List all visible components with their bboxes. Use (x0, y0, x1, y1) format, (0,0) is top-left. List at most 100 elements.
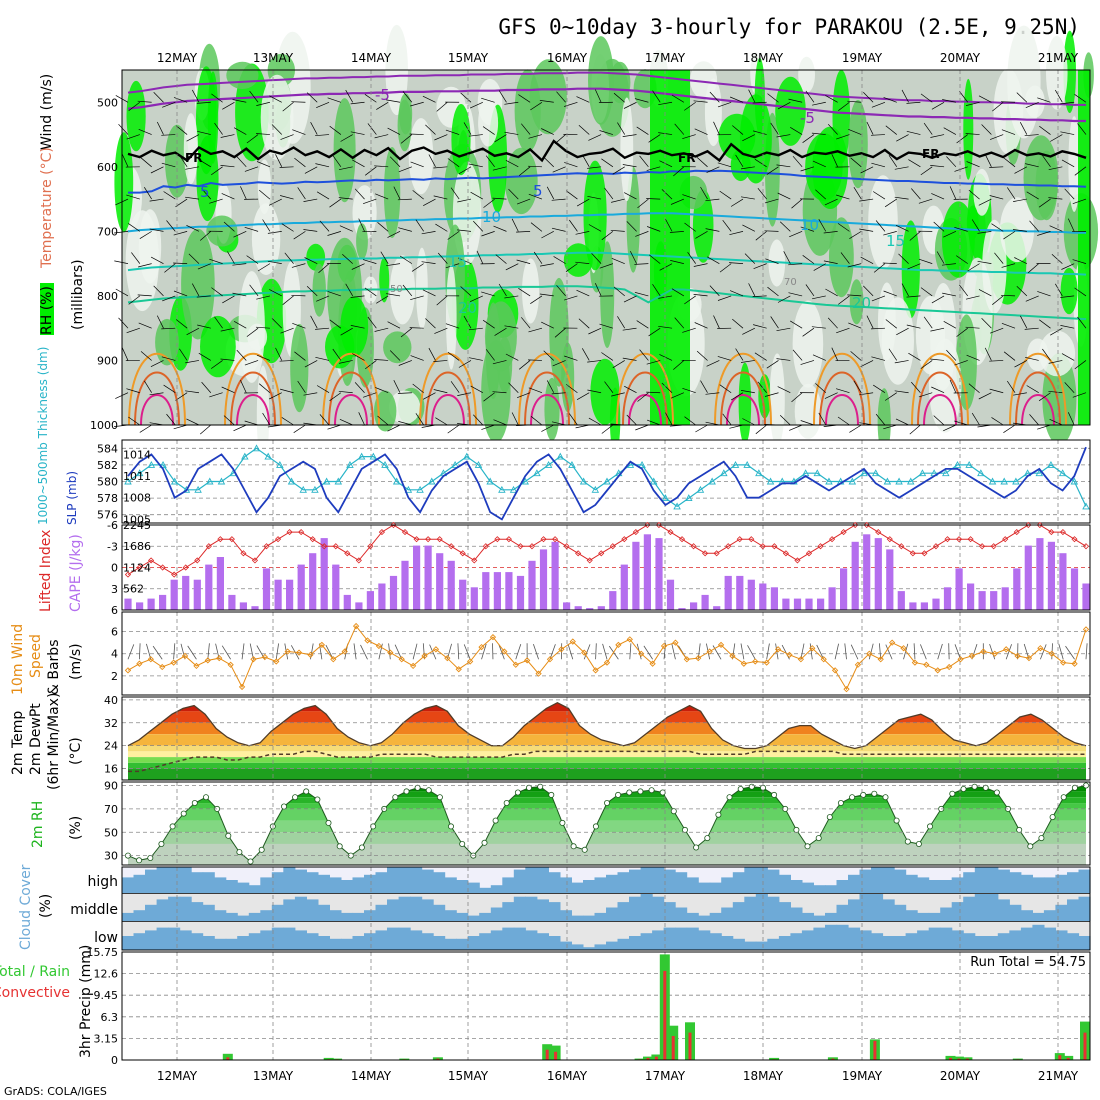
cloud-high-bar (341, 880, 354, 893)
wind-barb (1049, 418, 1063, 426)
rh-blob (1046, 35, 1068, 110)
wind-barb (255, 326, 270, 329)
rh-moist-column (650, 70, 690, 425)
thickness-point (381, 460, 389, 468)
wind10m-point (980, 648, 987, 655)
wind-barb (648, 134, 661, 143)
precip-convective-bar (873, 1040, 877, 1060)
wind10m-point (512, 661, 519, 668)
cloud-low-bar (1009, 930, 1022, 950)
wind-barb (327, 291, 342, 297)
wind-barb (505, 353, 519, 361)
wind-barb (754, 352, 767, 361)
precip-total-bar (953, 1056, 964, 1060)
cloud-low-bar (882, 936, 895, 950)
thickness-point (486, 477, 494, 485)
wind-barb (476, 250, 484, 264)
wind-barb (126, 194, 140, 200)
wind-barb (1025, 163, 1039, 168)
wind-barb (128, 223, 141, 232)
wind-barb (1042, 348, 1051, 361)
wind-barb (327, 231, 341, 236)
upper-ylabel-wind: Wind (m/s) (39, 74, 55, 150)
wind-barb (1074, 360, 1087, 370)
wind-barb (693, 294, 708, 297)
wind10m-point (717, 641, 725, 649)
rh2m-point (247, 858, 254, 865)
wind-barb (1067, 412, 1075, 426)
wind10m-point (124, 667, 132, 674)
wind-barb (327, 97, 342, 103)
surface-warm-contour (425, 371, 471, 426)
thickness-point (276, 460, 284, 468)
rh2m-frame (121, 781, 1091, 866)
wind-barb (262, 412, 271, 426)
cloud-high-bar (145, 869, 158, 893)
cape-bar (182, 575, 190, 610)
isotherm-10 (127, 212, 1086, 234)
rh2m-band (128, 832, 1086, 844)
wind10m-point (797, 656, 805, 663)
cloud-low-bar (513, 927, 526, 950)
wind-barb (233, 127, 247, 135)
wind-barb (244, 226, 259, 232)
wind-barb (790, 127, 803, 135)
precip-convective-bar (663, 970, 667, 1060)
cloud-high-bar (859, 869, 872, 893)
thickness-point (649, 477, 658, 485)
wind-barb (956, 134, 968, 144)
cape-bar (736, 575, 744, 610)
wind-barb (805, 90, 815, 103)
rh-blob (849, 279, 864, 325)
thickness-point (217, 477, 226, 485)
rh-blob (478, 99, 499, 147)
surface-warm-contour (917, 371, 963, 426)
thickness-point (906, 477, 915, 485)
cape-bar (574, 606, 582, 610)
wind10m-point (923, 661, 930, 668)
rh-blob (181, 228, 215, 340)
cloud-middle-bar (755, 894, 768, 921)
wind-barb (402, 284, 413, 297)
lifted-index-point (194, 557, 201, 564)
wind-barb (433, 360, 448, 362)
wind-barb (196, 295, 211, 298)
wind-barb (674, 123, 685, 135)
wind-barb (918, 198, 933, 204)
lifted-index-point (690, 543, 697, 550)
temp-frame (121, 696, 1091, 781)
wind-barb (888, 348, 898, 361)
thickness-point (708, 477, 716, 485)
wind10m-point (170, 659, 177, 666)
lifted-index-point (228, 536, 235, 543)
cloud-middle-bar (663, 902, 676, 921)
date-bottom-2: 14MAY (351, 1069, 392, 1083)
cloud-low-bar (732, 938, 745, 950)
wind-barb (458, 360, 472, 368)
wind-barb (492, 360, 507, 365)
wind-barb (646, 226, 661, 232)
wind-barb (294, 351, 306, 361)
wind-barb (470, 385, 483, 394)
rh2m-point (648, 787, 655, 794)
surface-warm-contour (134, 371, 180, 426)
rh2m-point (158, 841, 165, 848)
wind-barb (757, 381, 767, 393)
wind-ylabel-unit: (m/s) (68, 643, 84, 680)
wind-barb (447, 424, 460, 434)
cloud-low-bar (801, 930, 814, 950)
wind-barb (374, 359, 389, 361)
wind-barb (397, 392, 412, 394)
wind-barb (871, 295, 886, 302)
wind-barb (853, 187, 862, 200)
cape-bar (343, 594, 351, 610)
wind10m-point (307, 651, 314, 658)
wind-barb (898, 253, 909, 264)
rh-blob (333, 98, 356, 203)
wind-barb (840, 252, 850, 264)
lifted-index-point (667, 529, 674, 536)
wind10m-point (706, 648, 713, 655)
wind-barb (978, 198, 992, 206)
wind10m-barb (937, 643, 943, 660)
